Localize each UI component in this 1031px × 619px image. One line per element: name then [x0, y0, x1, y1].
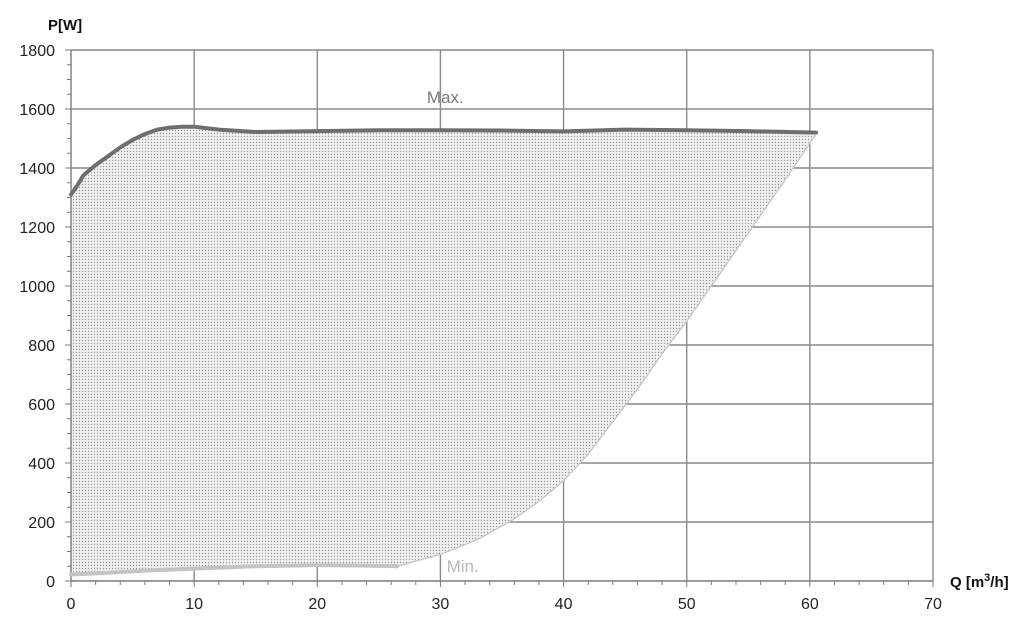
x-tick-label: 0 — [67, 596, 76, 613]
x-axis-title-suffix: /h] — [990, 574, 1008, 591]
y-axis-title: P[W] — [48, 17, 82, 34]
x-tick-label: 30 — [432, 596, 450, 613]
x-axis-title-prefix: Q [m — [950, 574, 984, 591]
y-tick-label: 1800 — [19, 43, 55, 60]
y-tick-label: 1000 — [19, 279, 55, 296]
x-tick-label: 20 — [308, 596, 326, 613]
x-tick-label: 60 — [801, 596, 819, 613]
y-tick-label: 1200 — [19, 220, 55, 237]
series-line-min-low — [69, 563, 400, 577]
series-line-min-rise — [397, 133, 817, 567]
labels: 0 200 400 600 800 1000 1200 1400 1600 1800 0 10 20 30… — [19, 43, 942, 613]
y-tick-label: 1600 — [19, 102, 55, 119]
series-label-min: Min. — [447, 557, 479, 576]
series-line-max — [69, 124, 819, 197]
series-lines — [69, 124, 819, 577]
y-tick-label: 800 — [28, 338, 55, 355]
y-tick-label: 1400 — [19, 161, 55, 178]
x-tick-label: 50 — [678, 596, 696, 613]
y-tick-label: 0 — [46, 574, 55, 591]
y-tick-label: 400 — [28, 456, 55, 473]
x-tick-label: 10 — [185, 596, 203, 613]
x-tick-label: 70 — [924, 596, 942, 613]
x-axis-title: Q [m3/h] — [950, 572, 1009, 591]
y-tick-label: 600 — [28, 397, 55, 414]
y-tick-label: 200 — [28, 515, 55, 532]
x-axis-title-sup: 3 — [984, 572, 990, 584]
x-tick-label: 40 — [555, 596, 573, 613]
series-label-max: Max. — [427, 88, 464, 107]
axes — [65, 49, 934, 587]
operating-range-area — [71, 126, 817, 575]
